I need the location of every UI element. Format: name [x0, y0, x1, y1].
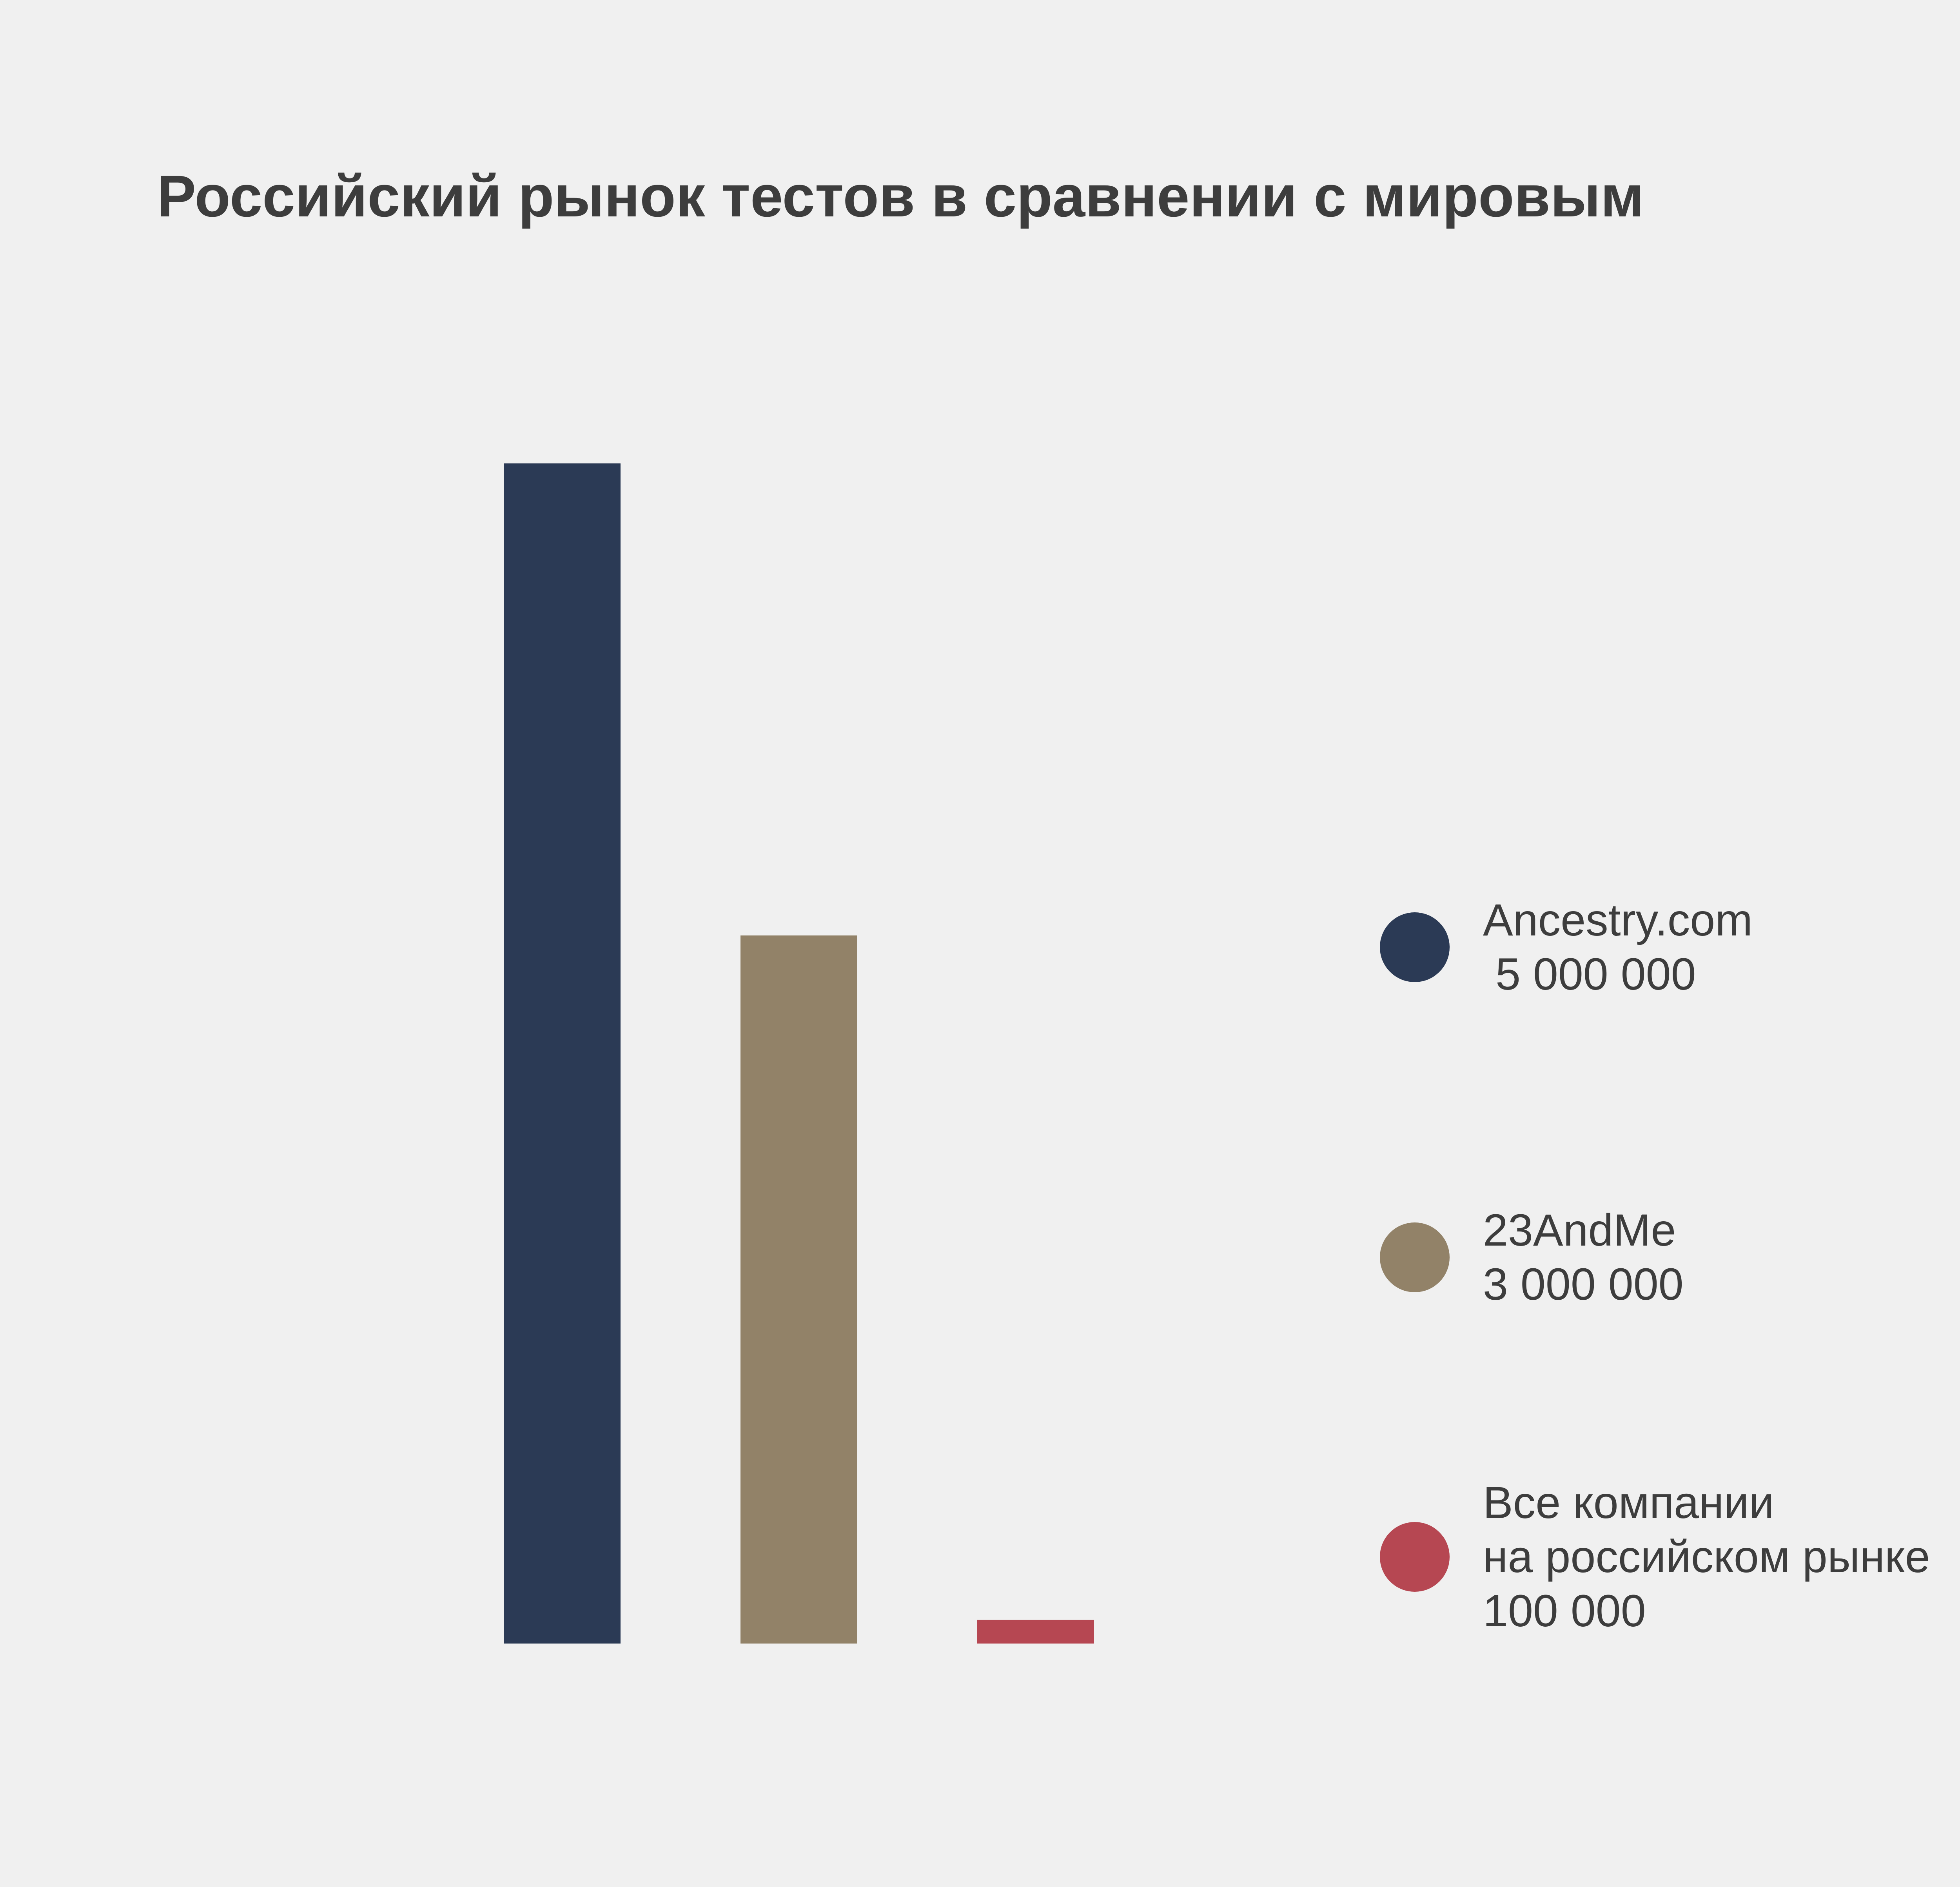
legend-label-ancestry: Ancestry.com 5 000 000 [1483, 893, 1753, 1001]
legend-label-line: Все компании [1483, 1478, 1774, 1528]
legend: Ancestry.com 5 000 000 23AndMe 3 000 000… [1380, 0, 1960, 1887]
legend-swatch-russia-icon [1380, 1522, 1450, 1592]
legend-swatch-ancestry-icon [1380, 912, 1450, 982]
legend-label-russia: Все компании на российском рынке 100 000 [1483, 1476, 1930, 1638]
chart-title: Российский рынок тестов в сравнении с ми… [157, 163, 1644, 229]
legend-item-ancestry: Ancestry.com 5 000 000 [1380, 893, 1753, 1001]
legend-value-line: 100 000 [1483, 1586, 1646, 1636]
legend-label-line: на российском рынке [1483, 1532, 1930, 1582]
legend-value-line: 3 000 000 [1483, 1259, 1684, 1309]
legend-label-23andme: 23AndMe 3 000 000 [1483, 1203, 1684, 1311]
legend-value-line: 5 000 000 [1483, 949, 1696, 999]
bar-23andme [740, 935, 857, 1644]
legend-item-russia: Все компании на российском рынке 100 000 [1380, 1476, 1930, 1638]
legend-label-line: 23AndMe [1483, 1205, 1676, 1255]
legend-swatch-23andme-icon [1380, 1222, 1450, 1292]
bar-russia [977, 1620, 1094, 1644]
legend-item-23andme: 23AndMe 3 000 000 [1380, 1203, 1684, 1311]
legend-label-line: Ancestry.com [1483, 895, 1753, 945]
bar-ancestry [504, 463, 621, 1644]
